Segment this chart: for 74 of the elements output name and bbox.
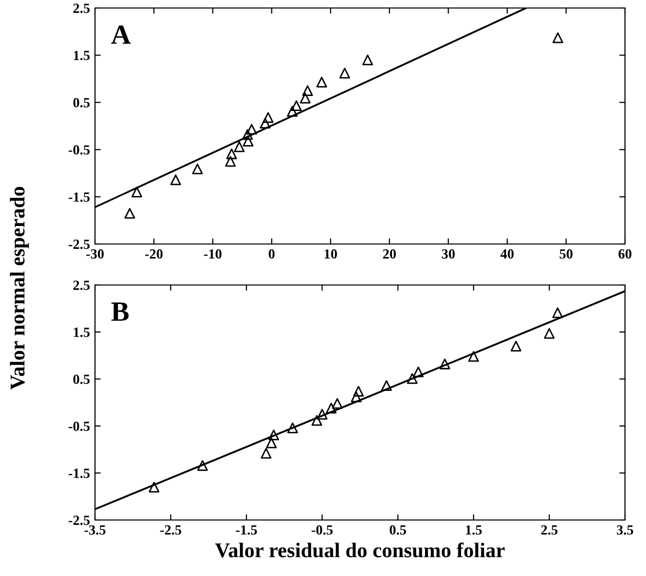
x-tick-label: 60	[618, 249, 632, 259]
point	[316, 408, 328, 420]
x-axis-title: Valor residual do consumo foliar	[215, 542, 505, 558]
point	[242, 136, 254, 146]
y-tick-label: 0.5	[73, 374, 90, 384]
point	[339, 68, 350, 78]
point	[192, 164, 203, 174]
point	[260, 118, 271, 129]
annotation: B	[111, 302, 129, 321]
x-tick-label: 10	[324, 249, 337, 259]
point	[311, 415, 322, 426]
y-tick-label: -1.5	[68, 468, 90, 478]
point	[350, 392, 362, 402]
x-tick-label: 50	[560, 249, 573, 259]
point	[406, 373, 418, 384]
point	[316, 76, 328, 88]
point	[234, 141, 245, 152]
x-tick-label: 1.5	[466, 525, 482, 535]
point	[552, 32, 564, 44]
point	[225, 156, 236, 167]
point	[439, 358, 450, 370]
point	[260, 448, 272, 459]
y-tick-label: -2.5	[68, 240, 90, 250]
point	[262, 112, 274, 123]
x-tick-label: -0.5	[312, 525, 333, 535]
y-tick-label: -0.5	[68, 422, 90, 432]
point	[124, 208, 136, 219]
point	[131, 186, 142, 198]
x-tick-label: -2.5	[160, 525, 182, 535]
point	[302, 85, 313, 96]
x-tick-label: 0	[268, 249, 275, 259]
y-tick-label: -2.5	[68, 516, 90, 526]
point	[170, 174, 182, 186]
annotation: A	[111, 25, 131, 44]
point	[326, 402, 337, 414]
x-tick-label: -10	[204, 249, 222, 259]
point	[197, 460, 208, 471]
x-tick-label: 3.5	[616, 525, 634, 535]
point	[246, 124, 257, 135]
point	[148, 482, 160, 492]
y-tick-label: 2.5	[73, 280, 90, 290]
point	[300, 92, 311, 104]
y-tick-label: 1.5	[74, 50, 90, 60]
x-tick-label: -3.5	[84, 525, 106, 535]
point	[468, 351, 479, 362]
point	[332, 398, 343, 409]
x-tick-label: 2.5	[541, 525, 558, 535]
x-tick-label: 40	[500, 249, 514, 259]
point	[268, 430, 280, 440]
x-tick-label: 0.5	[390, 525, 406, 535]
y-tick-label: -1.5	[68, 192, 90, 202]
point	[242, 129, 253, 140]
point	[226, 148, 237, 160]
point	[381, 380, 392, 391]
y-tick-label: 1.5	[74, 328, 90, 338]
x-tick-label: -20	[145, 249, 163, 259]
point	[291, 100, 302, 112]
x-tick-label: -1.5	[236, 525, 257, 535]
x-tick-label: 30	[442, 249, 455, 259]
point	[510, 340, 522, 352]
point	[286, 106, 298, 117]
point	[287, 422, 298, 434]
y-tick-label: 2.5	[73, 4, 90, 14]
y-tick-label: -0.5	[68, 145, 90, 155]
point	[362, 54, 374, 66]
y-axis-title: Valor normal esperado	[10, 186, 29, 390]
point	[552, 307, 563, 318]
x-tick-label: 20	[383, 249, 396, 259]
point	[544, 328, 555, 339]
point	[266, 438, 277, 448]
x-tick-label: -30	[86, 249, 104, 259]
point	[353, 386, 364, 397]
y-tick-label: 0.5	[73, 98, 90, 108]
point	[412, 366, 424, 378]
